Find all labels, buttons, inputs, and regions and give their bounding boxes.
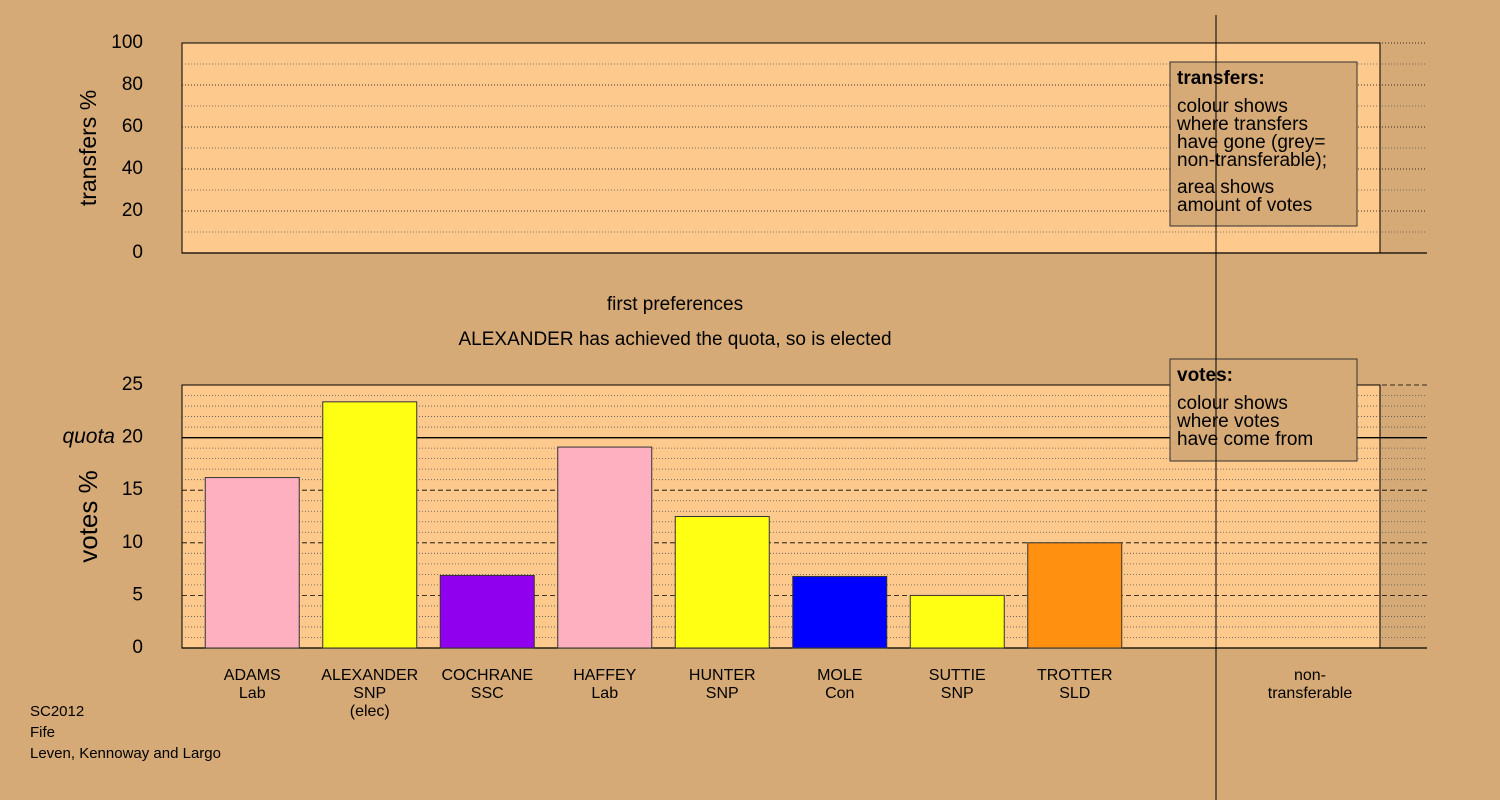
legend-text: colour shows	[1177, 96, 1288, 117]
x-tick-label: (elec)	[350, 703, 390, 720]
x-tick-label: HUNTER	[689, 667, 756, 684]
bar	[674, 516, 770, 649]
bar	[792, 575, 888, 649]
y-tick-label: 20	[122, 200, 143, 221]
x-tick-label: SSC	[471, 685, 504, 702]
legend-title: transfers:	[1177, 68, 1265, 89]
x-tick-label: COCHRANE	[441, 667, 533, 684]
y-tick-label: 25	[122, 374, 143, 395]
y-tick-label: 0	[132, 242, 143, 263]
y-tick-label: 100	[111, 32, 143, 53]
x-tick-label: SNP	[706, 685, 739, 702]
y-tick-label: 40	[122, 158, 143, 179]
legend-text: area shows	[1177, 177, 1274, 198]
footer-text: Leven, Kennoway and Largo	[30, 745, 221, 762]
y-tick-label: 15	[122, 479, 143, 500]
x-tick-label: TROTTER	[1037, 667, 1113, 684]
legend-text: colour shows	[1177, 393, 1288, 414]
y-tick-label: 20	[122, 427, 143, 448]
x-tick-label: SNP	[353, 685, 386, 702]
x-tick-label: SNP	[941, 685, 974, 702]
y-tick-label: 60	[122, 116, 143, 137]
y-axis-label: votes %	[73, 470, 103, 563]
x-tick-label: Con	[825, 685, 854, 702]
footer-text: Fife	[30, 724, 55, 741]
x-tick-label: HAFFEY	[573, 667, 636, 684]
bar	[204, 477, 300, 649]
x-tick-label: transferable	[1268, 685, 1353, 702]
legend-text: have gone (grey=	[1177, 132, 1325, 153]
legend-title: votes:	[1177, 365, 1233, 386]
bar	[557, 446, 653, 649]
annotation: ALEXANDER has achieved the quota, so is …	[458, 329, 891, 350]
x-tick-label: SLD	[1059, 685, 1090, 702]
x-tick-label: MOLE	[817, 667, 862, 684]
legend-text: where votes	[1176, 411, 1279, 432]
bar	[1027, 542, 1123, 649]
x-tick-label: ALEXANDER	[321, 667, 418, 684]
legend-text: have come from	[1177, 429, 1313, 450]
y-axis-label: transfers %	[75, 90, 101, 206]
x-tick-label: SUTTIE	[929, 667, 986, 684]
y-tick-label: 80	[122, 74, 143, 95]
legend-box	[1169, 358, 1358, 462]
bar	[439, 574, 535, 649]
chart-title: first preferences	[607, 294, 743, 315]
footer-text: SC2012	[30, 703, 84, 720]
x-tick-label: non-	[1294, 667, 1326, 684]
legend-text: amount of votes	[1177, 195, 1312, 216]
legend-text: where transfers	[1176, 114, 1308, 135]
y-tick-label: 10	[122, 532, 143, 553]
x-tick-label: Lab	[591, 685, 618, 702]
x-tick-label: Lab	[239, 685, 266, 702]
y-tick-label: 0	[132, 637, 143, 658]
x-tick-label: ADAMS	[224, 667, 281, 684]
legend-text: non-transferable);	[1177, 150, 1327, 171]
quota-label: quota	[62, 425, 115, 448]
y-tick-label: 5	[132, 584, 143, 605]
legend-box	[1169, 61, 1358, 227]
bar	[322, 401, 418, 649]
bar	[909, 594, 1005, 649]
